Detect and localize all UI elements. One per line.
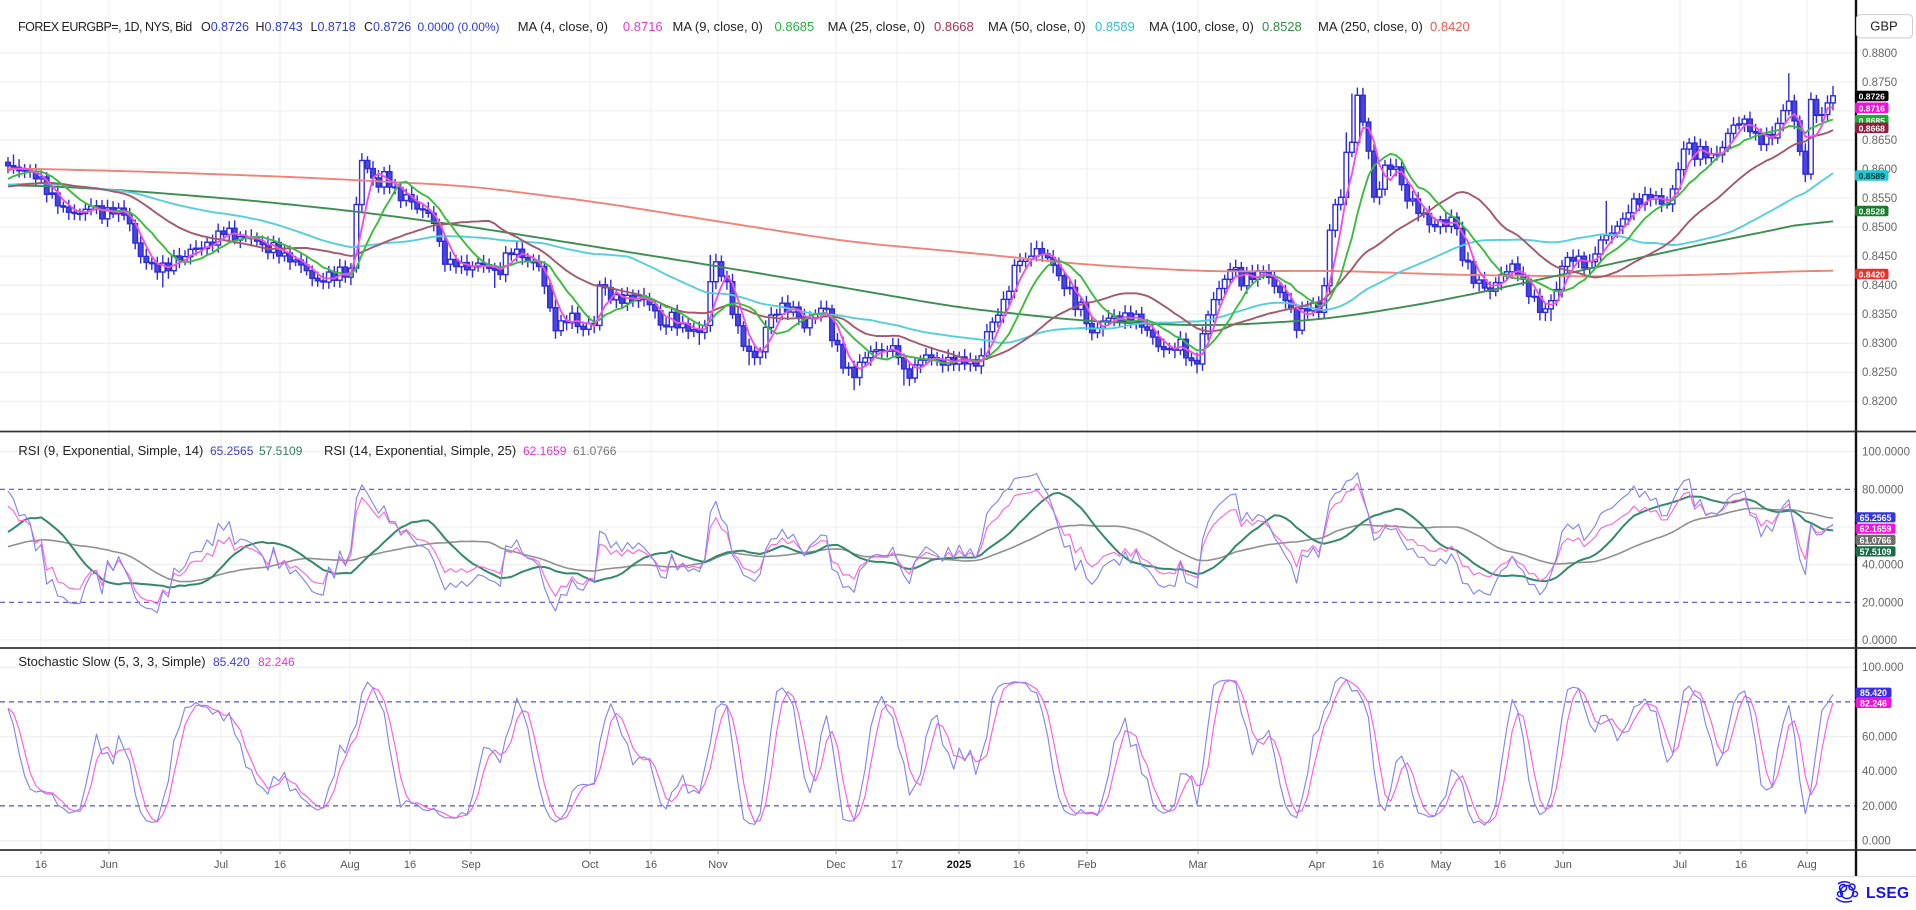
svg-text:RSI (14, Exponential, Simple,: RSI (14, Exponential, Simple, 25): [324, 443, 516, 458]
svg-text:Jul: Jul: [214, 859, 228, 871]
svg-text:0.8350: 0.8350: [1862, 309, 1897, 321]
svg-text:82.246: 82.246: [258, 655, 295, 669]
svg-text:60.000: 60.000: [1862, 732, 1897, 744]
svg-text:Apr: Apr: [1308, 859, 1325, 871]
svg-text:Feb: Feb: [1078, 859, 1097, 871]
svg-text:0.8300: 0.8300: [1862, 338, 1897, 350]
svg-text:82.246: 82.246: [1860, 698, 1887, 708]
svg-text:Oct: Oct: [581, 859, 598, 871]
svg-text:0.8500: 0.8500: [1862, 222, 1897, 234]
svg-text:0.8726: 0.8726: [1859, 92, 1886, 102]
svg-text:MA (50, close, 0): MA (50, close, 0): [988, 19, 1086, 34]
svg-text:Nov: Nov: [708, 859, 728, 871]
svg-text:MA (9, close, 0): MA (9, close, 0): [673, 19, 763, 34]
svg-text:0.8250: 0.8250: [1862, 367, 1897, 379]
svg-text:Jun: Jun: [1554, 859, 1572, 871]
svg-text:Mar: Mar: [1189, 859, 1208, 871]
svg-text:May: May: [1431, 859, 1452, 871]
svg-text:LSEG: LSEG: [1866, 885, 1909, 902]
svg-text:65.2565: 65.2565: [1860, 513, 1892, 523]
svg-text:16: 16: [274, 859, 286, 871]
svg-text:16: 16: [1735, 859, 1747, 871]
svg-text:0.8685: 0.8685: [775, 19, 815, 34]
svg-text:0.8420: 0.8420: [1859, 270, 1886, 280]
svg-text:20.000: 20.000: [1862, 801, 1897, 813]
svg-text:0.8420: 0.8420: [1430, 19, 1470, 34]
svg-text:0.8750: 0.8750: [1862, 77, 1897, 89]
svg-text:C0.8726: C0.8726: [364, 20, 411, 34]
svg-text:0.8668: 0.8668: [934, 19, 974, 34]
svg-text:0.8550: 0.8550: [1862, 193, 1897, 205]
svg-text:Jul: Jul: [1673, 859, 1687, 871]
svg-text:16: 16: [1013, 859, 1025, 871]
svg-text:0.000: 0.000: [1862, 836, 1891, 848]
svg-text:O0.8726: O0.8726: [201, 20, 249, 34]
svg-text:MA (100, close, 0): MA (100, close, 0): [1149, 19, 1254, 34]
svg-text:0.8450: 0.8450: [1862, 251, 1897, 263]
svg-text:0.8528: 0.8528: [1262, 19, 1302, 34]
svg-text:Aug: Aug: [340, 859, 360, 871]
svg-text:MA (250, close, 0): MA (250, close, 0): [1318, 19, 1423, 34]
svg-text:Jun: Jun: [100, 859, 118, 871]
svg-text:16: 16: [1494, 859, 1506, 871]
svg-text:0.8716: 0.8716: [623, 19, 663, 34]
svg-text:16: 16: [35, 859, 47, 871]
svg-text:62.1659: 62.1659: [1860, 524, 1892, 534]
svg-text:0.8589: 0.8589: [1859, 171, 1886, 181]
svg-text:Sep: Sep: [461, 859, 481, 871]
svg-text:65.2565: 65.2565: [210, 444, 254, 458]
svg-text:61.0766: 61.0766: [1860, 535, 1892, 545]
svg-text:0.8650: 0.8650: [1862, 135, 1897, 147]
svg-text:L0.8718: L0.8718: [311, 20, 356, 34]
svg-text:H0.8743: H0.8743: [256, 20, 303, 34]
svg-text:57.5109: 57.5109: [1860, 547, 1892, 557]
svg-text:0.8668: 0.8668: [1859, 123, 1886, 133]
svg-text:0.8716: 0.8716: [1859, 103, 1886, 113]
svg-text:GBP: GBP: [1870, 19, 1897, 34]
svg-text:0.8800: 0.8800: [1862, 48, 1897, 60]
svg-text:Stochastic Slow (5, 3, 3, Simp: Stochastic Slow (5, 3, 3, Simple): [18, 654, 205, 669]
svg-text:RSI (9, Exponential, Simple, 1: RSI (9, Exponential, Simple, 14): [18, 443, 203, 458]
svg-text:100.0000: 100.0000: [1862, 447, 1910, 459]
svg-text:Aug: Aug: [1797, 859, 1817, 871]
svg-text:62.1659: 62.1659: [523, 444, 567, 458]
svg-text:0.0000: 0.0000: [1862, 635, 1897, 647]
svg-text:85.420: 85.420: [213, 655, 250, 669]
svg-text:61.0766: 61.0766: [573, 444, 617, 458]
svg-text:40.000: 40.000: [1862, 766, 1897, 778]
svg-text:57.5109: 57.5109: [259, 444, 303, 458]
svg-text:Dec: Dec: [826, 859, 846, 871]
svg-text:0.8589: 0.8589: [1095, 19, 1135, 34]
svg-text:20.0000: 20.0000: [1862, 597, 1904, 609]
svg-text:80.0000: 80.0000: [1862, 484, 1904, 496]
svg-text:16: 16: [1372, 859, 1384, 871]
svg-text:MA (25, close, 0): MA (25, close, 0): [828, 19, 926, 34]
svg-text:0.0000 (0.00%): 0.0000 (0.00%): [418, 20, 500, 34]
svg-text:MA (4, close, 0): MA (4, close, 0): [518, 19, 608, 34]
svg-text:0.8200: 0.8200: [1862, 396, 1897, 408]
svg-text:0.8528: 0.8528: [1859, 207, 1886, 217]
svg-text:40.0000: 40.0000: [1862, 560, 1904, 572]
svg-text:17: 17: [891, 859, 903, 871]
svg-text:2025: 2025: [947, 859, 971, 871]
svg-text:16: 16: [404, 859, 416, 871]
svg-text:0.8685: 0.8685: [1859, 116, 1886, 126]
svg-text:0.8400: 0.8400: [1862, 280, 1897, 292]
svg-text:85.420: 85.420: [1860, 688, 1887, 698]
svg-text:FOREX EURGBP=, 1D, NYS, Bid: FOREX EURGBP=, 1D, NYS, Bid: [18, 20, 192, 34]
svg-text:100.000: 100.000: [1862, 662, 1904, 674]
svg-text:16: 16: [645, 859, 657, 871]
